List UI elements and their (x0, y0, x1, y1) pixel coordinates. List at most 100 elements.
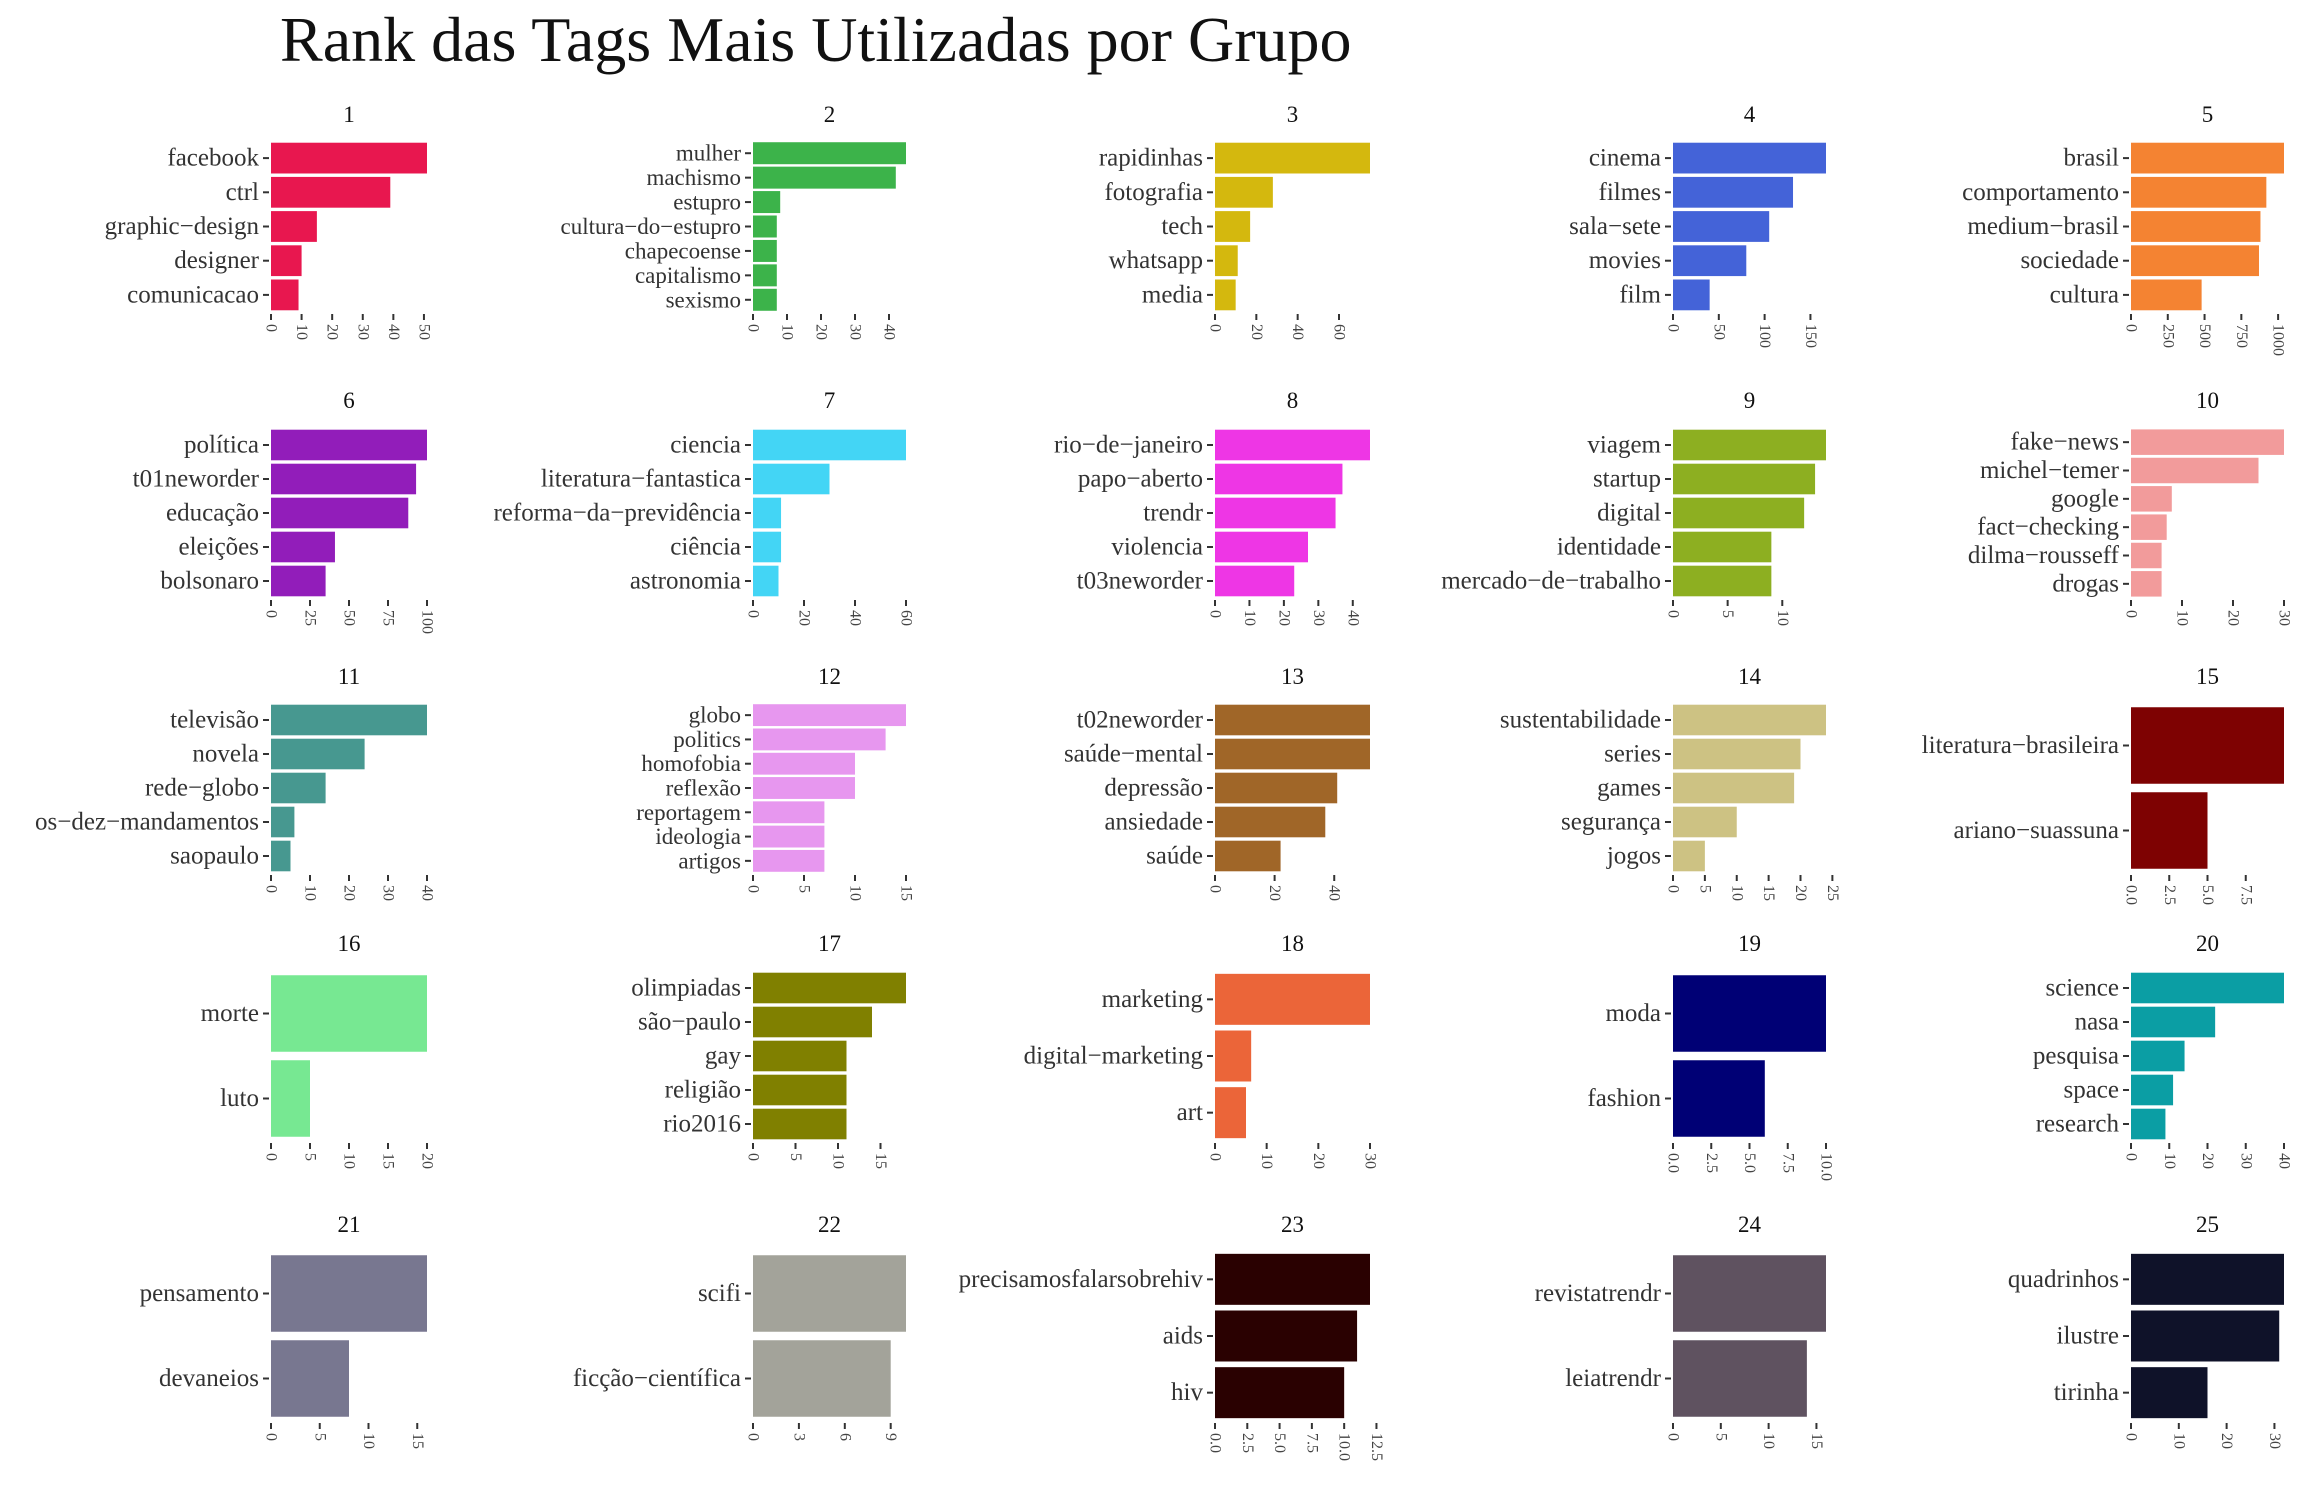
bar (271, 1255, 427, 1332)
bar (2131, 1310, 2280, 1362)
bar (271, 1340, 349, 1417)
y-tick-label: dilma−rousseff (1968, 542, 2120, 569)
x-tick-label: 15 (1808, 1433, 1825, 1449)
x-tick-label: 20 (1266, 885, 1283, 901)
y-tick-label: startup (1593, 466, 1661, 493)
x-tick-label: 15 (380, 1153, 397, 1169)
bar (2131, 211, 2261, 242)
x-tick-label: 7.5 (1303, 1433, 1320, 1453)
x-tick-label: 30 (1362, 1153, 1379, 1169)
x-tick-label: 250 (2159, 324, 2176, 348)
bar (753, 531, 782, 563)
y-tick-label: michel−temer (1980, 457, 2120, 484)
y-tick-label: globo (689, 703, 741, 728)
panel-20: 20 science nasa pesquisa space research 0 10 20 3… (2033, 931, 2293, 1169)
x-tick-label: 20 (1792, 885, 1809, 901)
bar (1673, 463, 1816, 495)
y-tick-label: saúde−mental (1064, 741, 1203, 768)
bar (753, 728, 886, 751)
x-tick-label: 40 (847, 610, 864, 626)
y-tick-label: identidade (1557, 534, 1661, 561)
bar (1673, 176, 1794, 208)
y-tick-label: eleições (178, 534, 259, 561)
y-tick-label: art (1177, 1099, 1203, 1126)
bar (753, 239, 777, 262)
y-tick-label: cultura−do−estupro (560, 214, 741, 239)
bar (2131, 142, 2284, 174)
y-tick-label: violencia (1111, 534, 1203, 561)
bar (2131, 707, 2284, 784)
y-tick-label: literatura−brasileira (1922, 732, 2119, 759)
bar (271, 840, 291, 872)
x-tick-label: 30 (354, 324, 371, 340)
x-tick-label: 10 (1728, 885, 1745, 901)
bar (753, 565, 779, 597)
x-tick-label: 15 (409, 1433, 426, 1449)
bar (1673, 1255, 1826, 1332)
x-tick-label: 7.5 (1779, 1153, 1796, 1173)
y-tick-label: artigos (678, 848, 741, 873)
y-tick-label: chapecoense (625, 238, 741, 263)
panel-17: 17 olimpiadas são−paulo gay religião rio2016 0… (631, 931, 906, 1169)
panel-title: 22 (818, 1212, 841, 1237)
bar (271, 1060, 310, 1137)
x-tick-label: 0 (2123, 610, 2140, 618)
x-tick-label: 20 (1275, 610, 1292, 626)
x-tick-label: 500 (2196, 324, 2213, 348)
chart-main-title: Rank das Tags Mais Utilizadas por Grupo (280, 4, 1352, 75)
bar (1673, 245, 1747, 277)
y-tick-label: aids (1163, 1323, 1203, 1350)
bar (1215, 973, 1370, 1025)
x-tick-label: 5 (311, 1433, 328, 1441)
panel-1: 1 facebook ctrl graphic−design designer comun… (105, 102, 433, 340)
y-tick-label: google (2051, 485, 2119, 512)
y-tick-label: reflexão (666, 776, 741, 801)
x-tick-label: 0.0 (2123, 885, 2140, 905)
y-tick-label: astronomia (630, 568, 741, 595)
y-tick-label: moda (1605, 1000, 1661, 1027)
bar (1215, 497, 1336, 529)
bar (1673, 497, 1805, 529)
x-tick-label: 20 (341, 885, 358, 901)
x-tick-label: 2.5 (2161, 885, 2178, 905)
panel-title: 11 (338, 664, 360, 689)
x-tick-label: 0 (1207, 324, 1224, 332)
x-tick-label: 0.0 (1665, 1153, 1682, 1173)
x-tick-label: 5 (787, 1153, 804, 1161)
x-tick-label: 10 (302, 885, 319, 901)
x-tick-label: 5.0 (1271, 1433, 1288, 1453)
x-tick-label: 20 (2218, 1433, 2235, 1449)
y-tick-label: pensamento (140, 1280, 259, 1307)
panel-7: 7 ciencia literatura−fantastica reforma−da−… (493, 388, 914, 626)
bar (1673, 772, 1795, 804)
panel-title: 18 (1281, 931, 1304, 956)
y-tick-label: tirinha (2054, 1379, 2119, 1406)
bar (1215, 531, 1308, 563)
y-tick-label: trendr (1143, 500, 1203, 527)
y-tick-label: media (1142, 281, 1203, 308)
x-tick-label: 0 (263, 885, 280, 893)
y-tick-label: ideologia (655, 824, 741, 849)
x-tick-label: 40 (419, 885, 436, 901)
x-tick-label: 50 (415, 324, 432, 340)
x-tick-label: 9 (882, 1433, 899, 1441)
x-tick-label: 10.0 (1818, 1153, 1835, 1181)
bar (753, 777, 855, 799)
y-tick-label: estupro (673, 190, 741, 215)
panel-title: 5 (2202, 102, 2214, 127)
x-tick-label: 30 (847, 324, 864, 340)
panel-title: 15 (2196, 664, 2219, 689)
y-tick-label: ciência (670, 534, 741, 561)
x-tick-label: 0 (263, 1153, 280, 1161)
x-tick-label: 0 (745, 324, 762, 332)
bar (2131, 1367, 2208, 1419)
bar (753, 497, 782, 529)
y-tick-label: drogas (2052, 570, 2119, 597)
y-tick-label: rio2016 (663, 1111, 741, 1138)
x-tick-label: 0 (263, 610, 280, 618)
x-tick-label: 10 (1760, 1433, 1777, 1449)
y-tick-label: novela (192, 741, 259, 768)
panel-title: 25 (2196, 1212, 2219, 1237)
x-tick-label: 30 (2276, 610, 2293, 626)
y-tick-label: games (1597, 775, 1661, 802)
